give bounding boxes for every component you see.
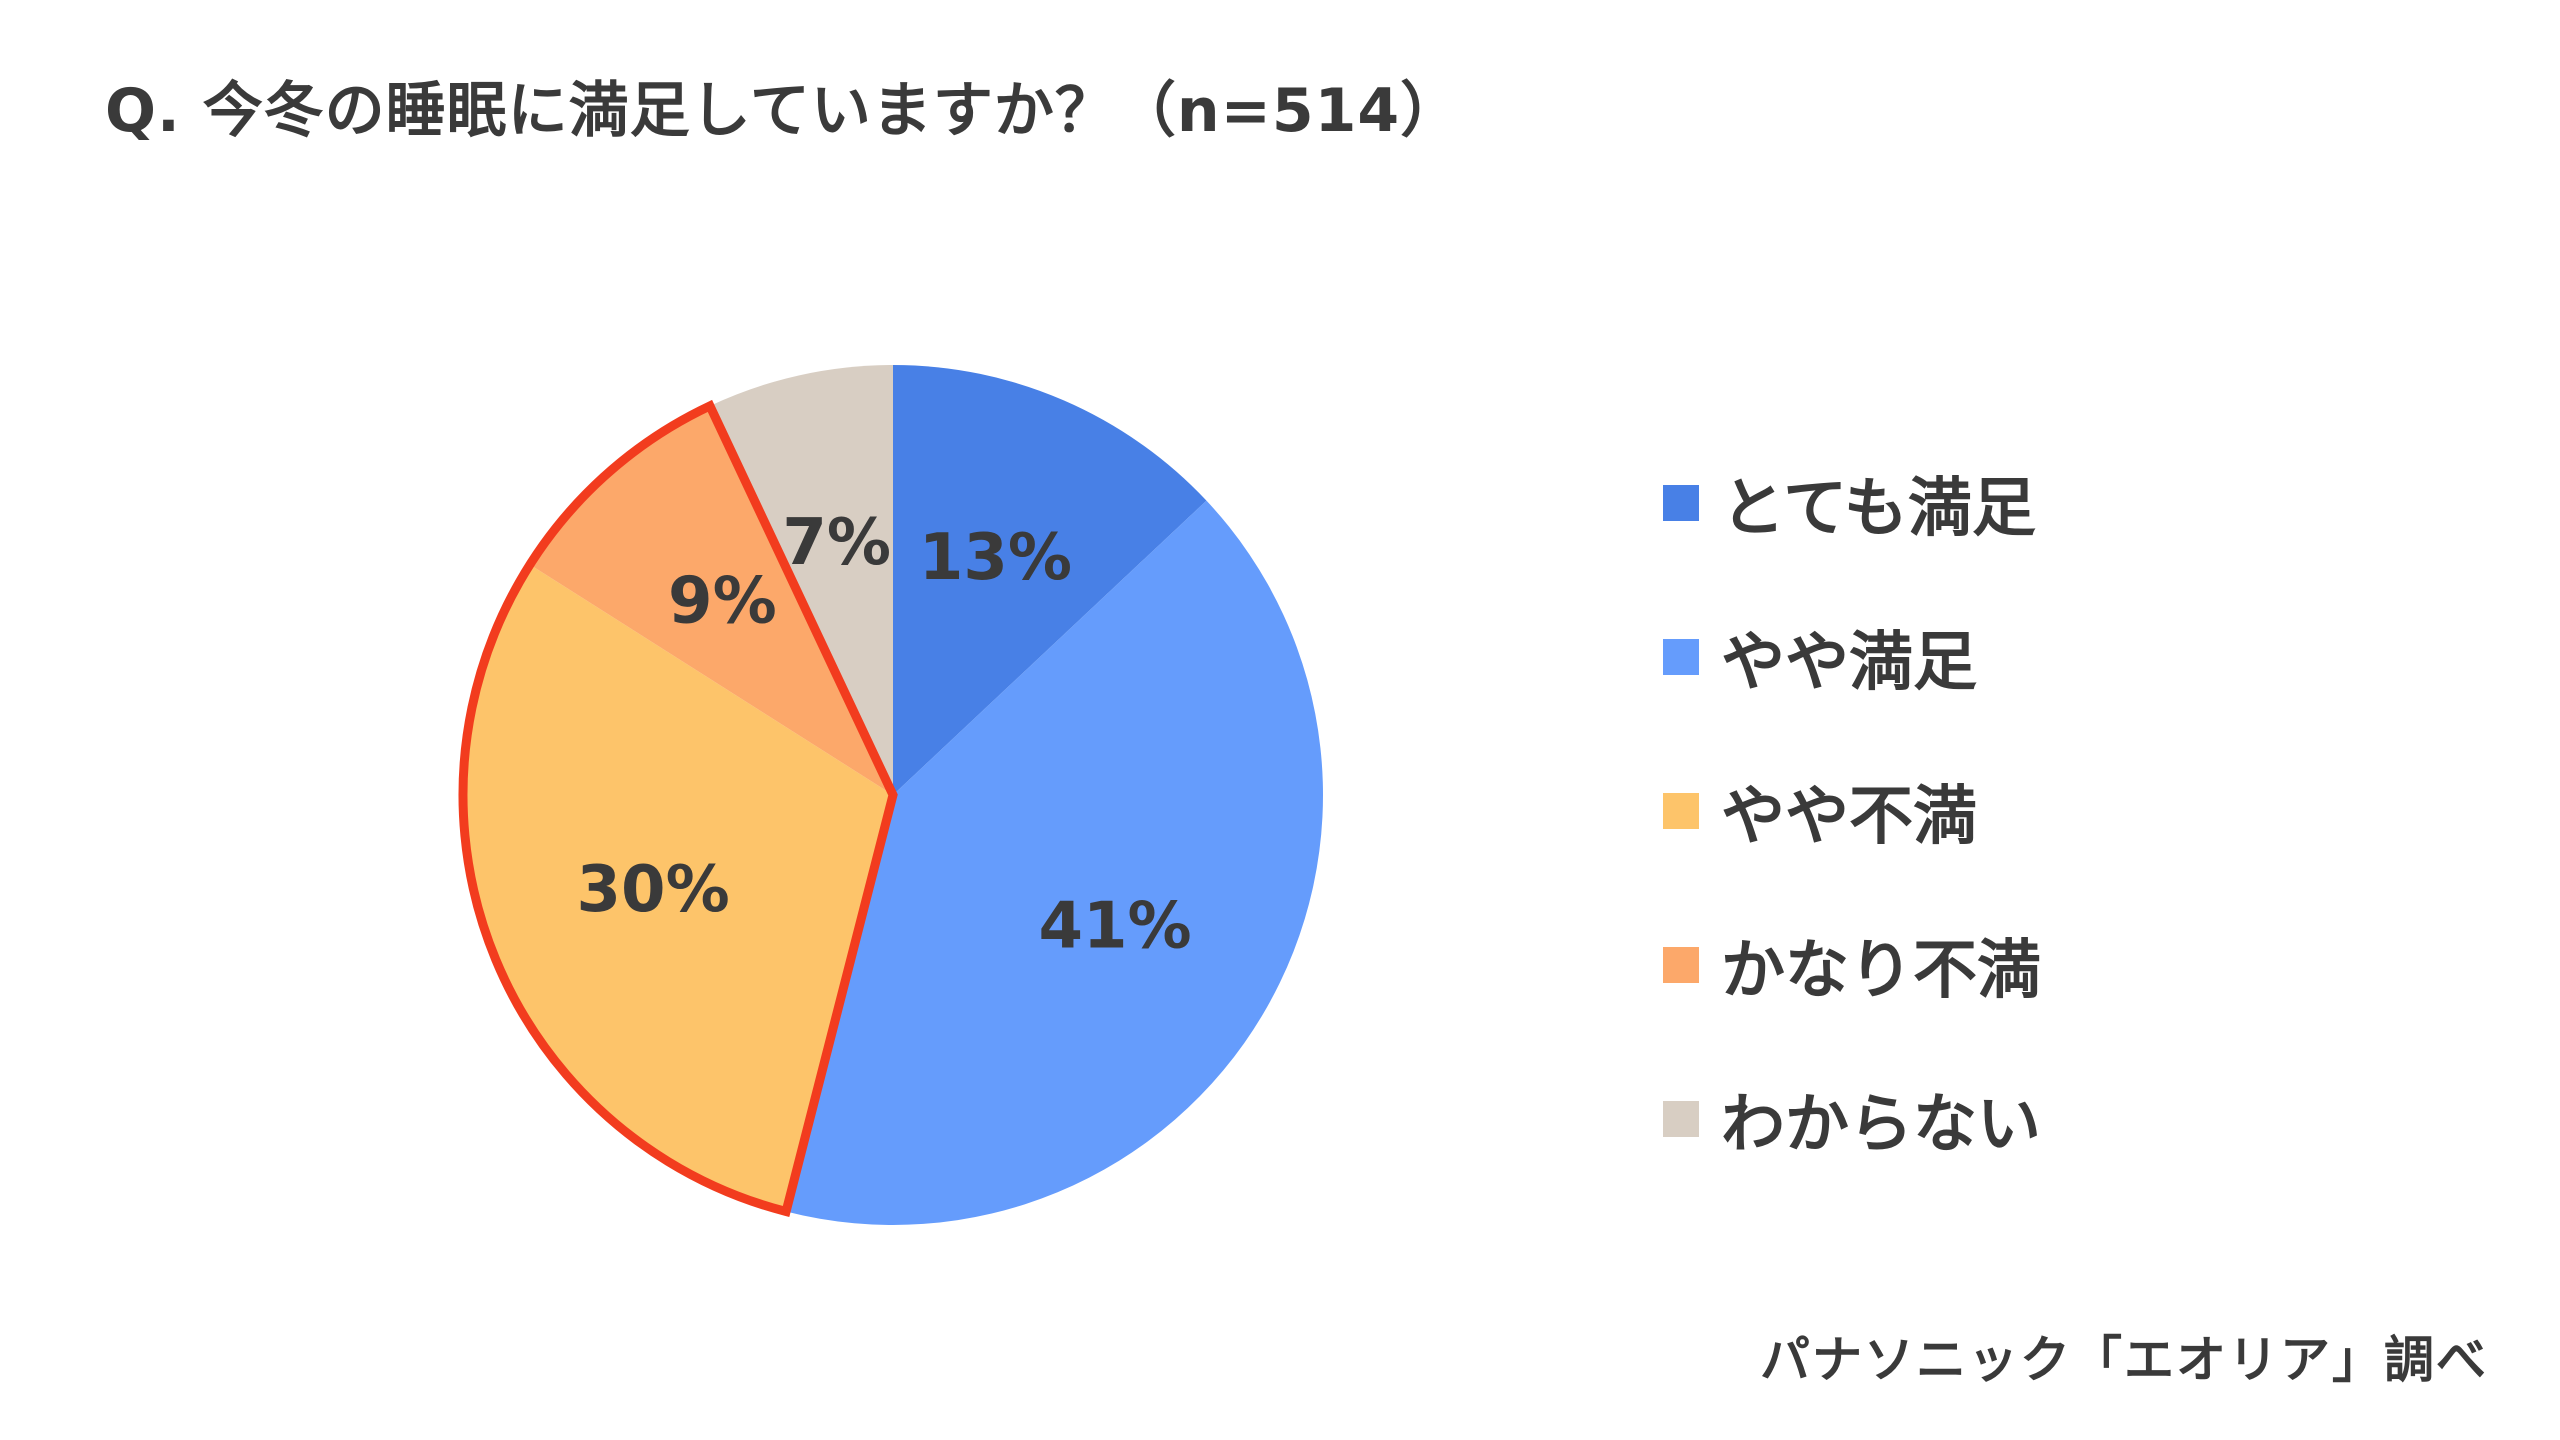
legend-label: とても満足	[1721, 472, 2036, 546]
slice-label-5: 7%	[782, 506, 891, 580]
legend-swatch	[1663, 947, 1699, 983]
chart-title: Q. 今冬の睡眠に満足していますか？（n=514）	[105, 76, 1462, 146]
slice-label-2: 41%	[1038, 889, 1191, 963]
slice-label-3: 30%	[577, 853, 730, 927]
pie-slices	[462, 365, 1323, 1225]
pie-slice-2	[786, 500, 1323, 1225]
legend-swatch	[1663, 639, 1699, 675]
legend-label: やや満足	[1721, 626, 1977, 700]
legend-item: わからない	[1663, 1084, 2041, 1162]
highlight-outline	[458, 399, 898, 1217]
legend: とても満足やや満足やや不満かなり不満わからない	[1663, 468, 2041, 1238]
slice-labels: 13% 41% 30% 9%7%	[577, 506, 1192, 963]
pie-slice-4	[529, 405, 893, 795]
legend-swatch	[1663, 485, 1699, 521]
legend-swatch	[1663, 793, 1699, 829]
pie-slice-3	[462, 564, 893, 1212]
pie-slice-1	[893, 365, 1207, 795]
highlight-outline-group	[458, 399, 898, 1217]
legend-item: とても満足	[1663, 468, 2041, 546]
slice-label-1: 13%	[919, 521, 1072, 595]
legend-item: かなり不満	[1663, 930, 2041, 1008]
legend-label: やや不満	[1721, 780, 1977, 854]
source-note: パナソニック「エオリア」調べ	[1760, 1331, 2488, 1389]
legend-item: やや不満	[1663, 776, 2041, 854]
legend-swatch	[1663, 1101, 1699, 1137]
legend-item: やや満足	[1663, 622, 2041, 700]
slice-label-4: 9%	[668, 564, 777, 638]
legend-label: かなり不満	[1721, 934, 2041, 1008]
legend-label: わからない	[1721, 1088, 2041, 1162]
